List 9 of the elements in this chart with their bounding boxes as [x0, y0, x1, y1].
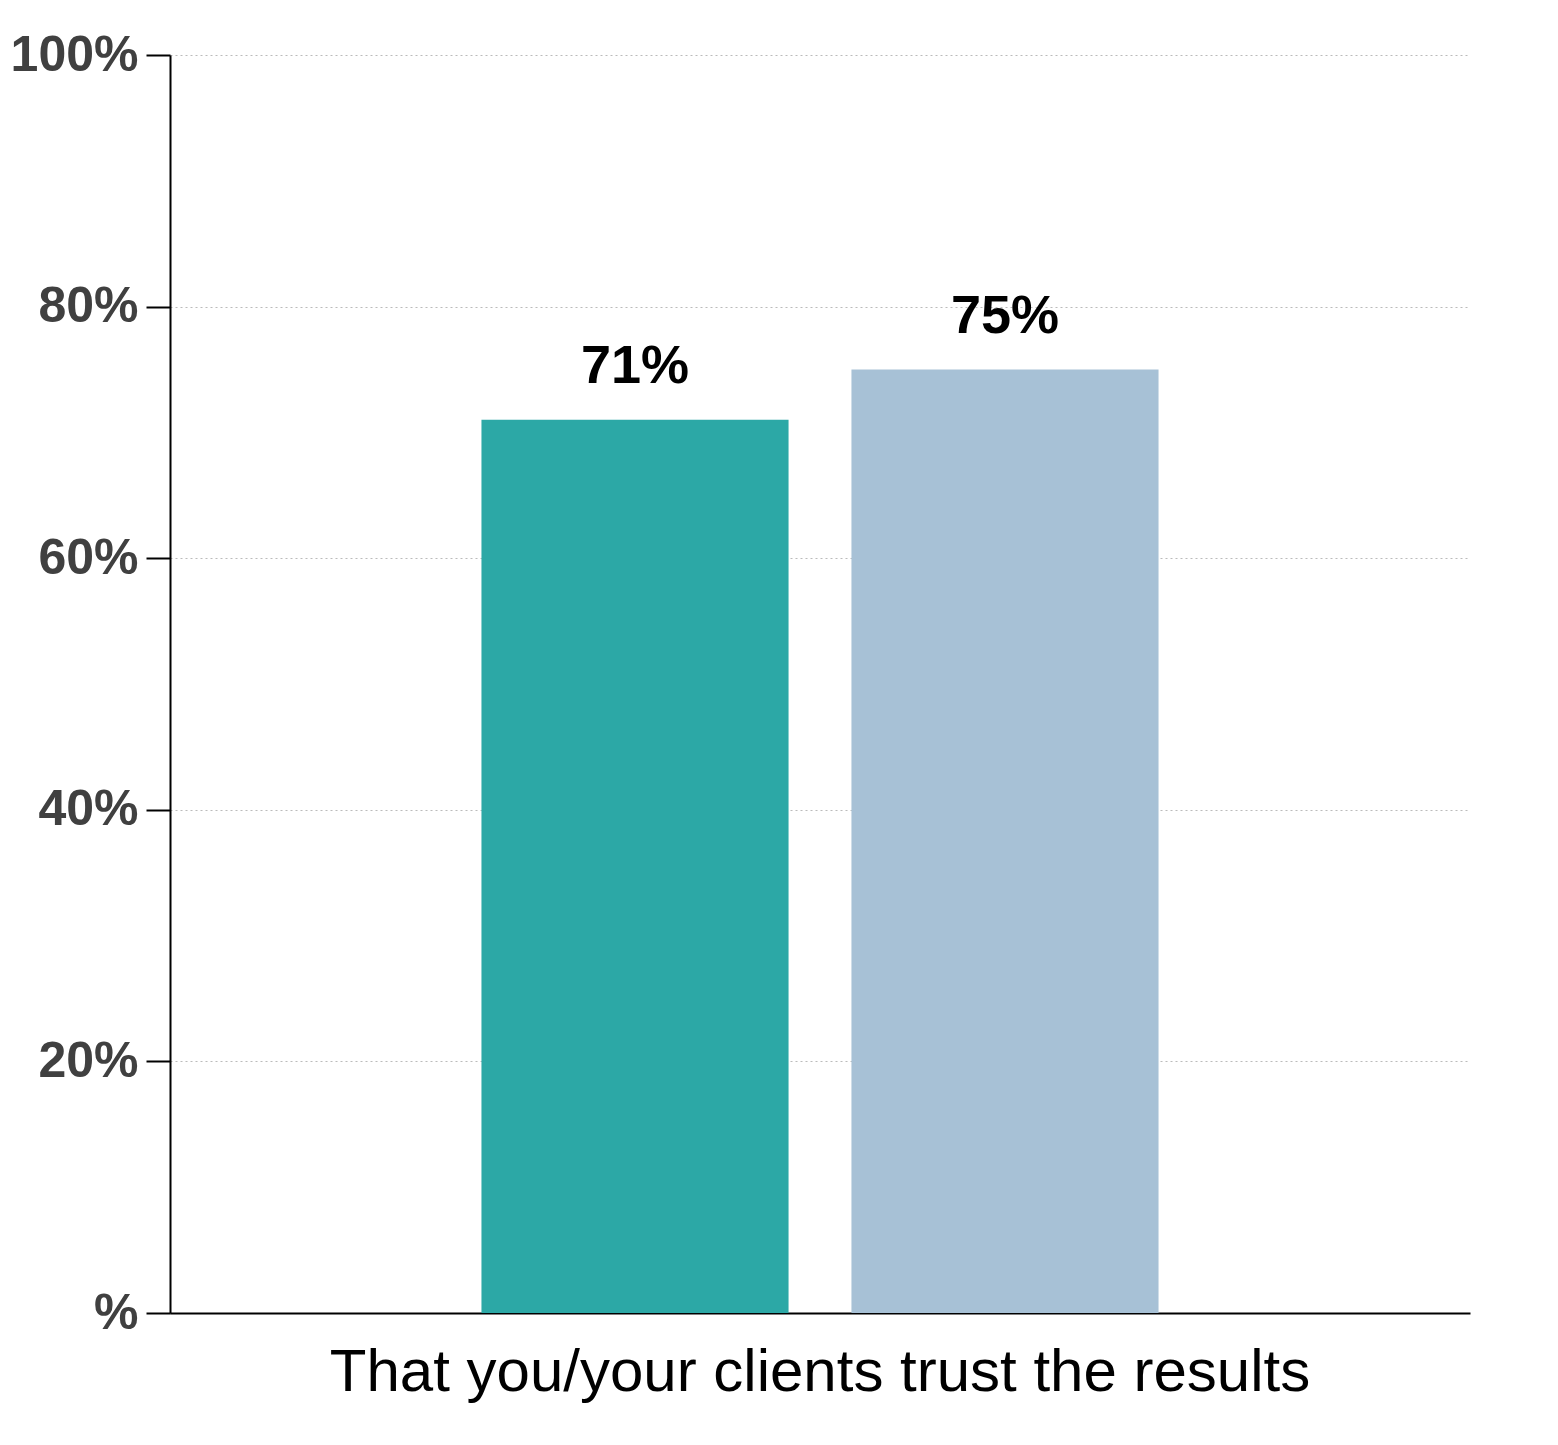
- y-tick-label: 100%: [10, 25, 139, 82]
- y-tick-label: 20%: [38, 1031, 139, 1088]
- data-label: 75%: [950, 283, 1060, 344]
- y-tick-label: 80%: [38, 277, 139, 334]
- data-label: 71%: [580, 333, 690, 394]
- y-tick-label: 40%: [38, 780, 139, 837]
- y-tick-label: 60%: [38, 528, 139, 585]
- y-tick-label: %: [94, 1283, 139, 1340]
- x-tick-label: That you/your clients trust the results: [329, 1336, 1311, 1404]
